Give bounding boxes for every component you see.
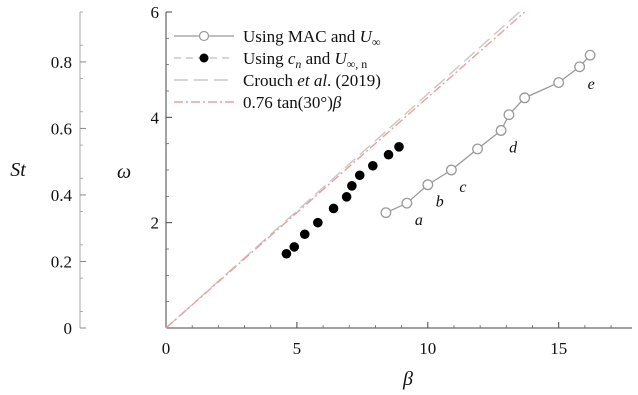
data-point-mac: [503, 109, 515, 121]
point-label-e: e: [588, 76, 595, 93]
data-point-cn: [347, 181, 357, 191]
point-annotations: abc d e: [415, 76, 595, 229]
legend: Using MAC and U∞ Using cn and U∞, n Crou…: [174, 27, 381, 112]
x-tick-label: 15: [550, 339, 567, 358]
main-axes: 0 5 10 15 2 4 6: [151, 3, 632, 358]
data-point-cn: [281, 248, 292, 259]
secondary-tick-label: 0.4: [51, 186, 73, 205]
secondary-y-axis-label: St: [10, 159, 26, 181]
y-tick-label: 6: [151, 3, 160, 22]
x-tick-label: 10: [419, 339, 436, 358]
data-point-mac: [553, 77, 565, 89]
legend-mac-symbol: U: [360, 27, 374, 46]
legend-crouch-pre: Crouch: [243, 71, 297, 90]
legend-mac-text: Using MAC and: [243, 27, 360, 46]
point-label-a: a: [415, 212, 423, 229]
legend-entry-cn: Using cn and U∞, n: [243, 49, 367, 71]
legend-cn-symbol-u: U: [334, 49, 348, 68]
data-point-mac: [401, 197, 413, 209]
legend-cn-symbol-c: c: [288, 49, 296, 68]
data-point-cn: [368, 160, 378, 171]
data-point-cn: [328, 203, 339, 214]
legend-crouch-post: . (2019): [327, 71, 381, 90]
secondary-st-axis: 0 0.2 0.4 0.6 0.8: [51, 11, 86, 338]
y-tick-label: 4: [151, 108, 160, 127]
secondary-tick-label: 0.6: [51, 119, 72, 138]
legend-cn-and: and: [301, 49, 334, 68]
legend-entry-fit: 0.76 tan(30°)β: [243, 93, 342, 112]
data-point-mac: [584, 49, 596, 61]
secondary-tick-label: 0.2: [51, 252, 72, 271]
data-point-cn: [341, 192, 352, 202]
x-axis-label: β: [402, 368, 413, 390]
legend-cn-subscript-n: n: [295, 57, 301, 71]
data-point-mac: [472, 143, 483, 155]
data-point-cn: [354, 170, 365, 181]
secondary-tick-label: 0.8: [51, 53, 72, 72]
data-point-mac: [445, 164, 457, 176]
legend-marker-cn: [199, 53, 209, 63]
legend-mac-subscript: ∞: [372, 35, 381, 49]
point-label-b: b: [436, 194, 444, 211]
legend-marker-mac: [198, 30, 210, 42]
data-point-cn: [299, 229, 310, 240]
legend-cn-subscript-inf-n: ∞, n: [347, 57, 368, 71]
secondary-tick-label: 0: [64, 319, 73, 338]
data-point-cn: [289, 242, 300, 252]
data-point-mac: [574, 61, 586, 73]
data-point-cn: [394, 142, 404, 152]
legend-entry-crouch: Crouch et al. (2019): [243, 71, 381, 90]
legend-entry-mac: Using MAC and U∞: [243, 27, 381, 49]
legend-fit-text: 0.76 tan(30°): [243, 93, 333, 112]
x-tick-label: 5: [293, 339, 302, 358]
legend-crouch-etal: et al: [297, 71, 327, 90]
data-point-cn: [383, 149, 394, 160]
y-axis-label: ω: [117, 161, 131, 183]
data-point-cn: [313, 217, 323, 228]
point-label-d: d: [509, 140, 518, 157]
legend-fit-beta: β: [332, 93, 342, 112]
x-tick-label: 0: [162, 339, 171, 358]
point-label-c: c: [459, 179, 466, 196]
series-line-fit: [165, 11, 526, 329]
y-tick-label: 2: [151, 214, 160, 233]
data-point-mac: [495, 125, 507, 136]
data-point-mac: [380, 207, 392, 219]
legend-cn-text: Using: [243, 49, 288, 68]
series-layer: [165, 11, 596, 329]
data-point-mac: [519, 92, 531, 104]
data-point-mac: [422, 179, 434, 191]
